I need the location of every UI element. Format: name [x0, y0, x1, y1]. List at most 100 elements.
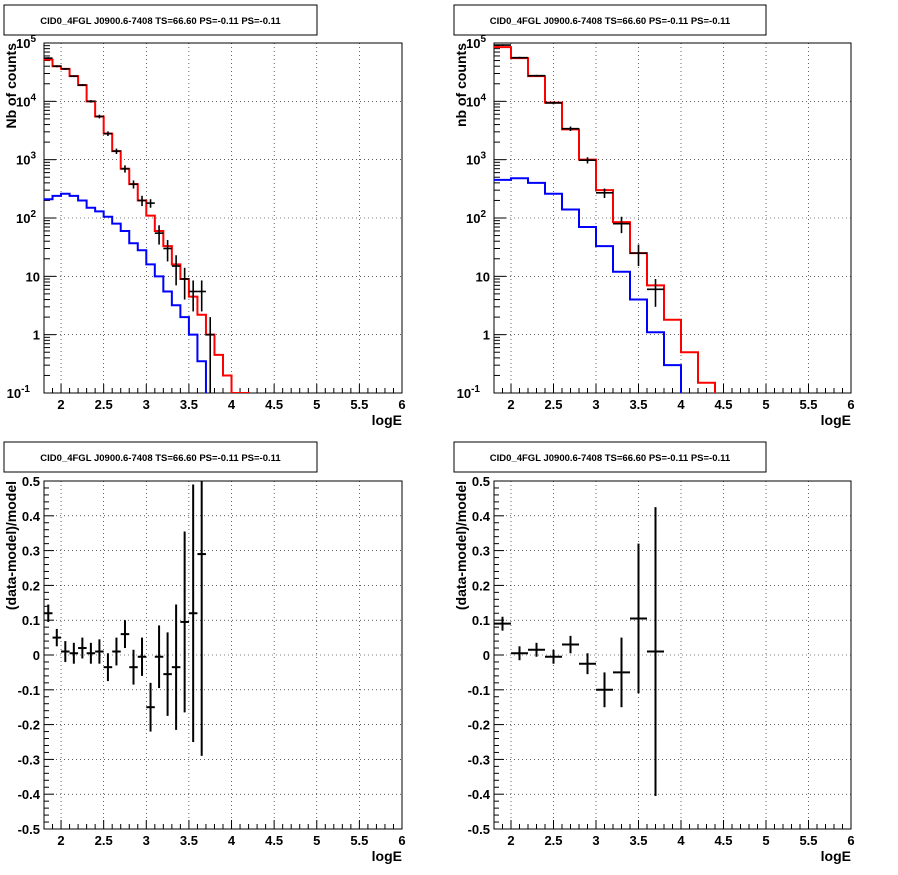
y-tick-label: 103	[16, 151, 36, 168]
y-tick-label: -0.4	[18, 787, 41, 802]
y-tick-label: -0.1	[18, 683, 40, 698]
plot-frame	[493, 480, 852, 830]
y-tick-label: 0.4	[22, 509, 41, 524]
x-tick-label: 4.5	[714, 833, 732, 848]
plot-data	[494, 507, 664, 796]
y-tick-label: 10	[476, 269, 490, 284]
x-tick-label: 4	[228, 397, 236, 412]
x-tick-label: 3.5	[629, 833, 647, 848]
y-tick-marks	[44, 42, 56, 394]
x-tick-label: 2	[57, 833, 64, 848]
y-tick-label: 0.5	[22, 474, 40, 489]
x-tick-label: 3.5	[180, 833, 198, 848]
y-tick-label: 0.1	[22, 613, 40, 628]
y-tick-label: 10-1	[7, 384, 31, 401]
x-tick-marks	[493, 384, 852, 393]
plot-data	[44, 481, 206, 756]
x-tick-label: 6	[398, 833, 405, 848]
y-tick-label: 0.3	[472, 544, 490, 559]
x-tick-label: 3	[143, 397, 150, 412]
y-tick-label: -0.5	[468, 822, 490, 837]
x-tick-marks	[493, 820, 852, 829]
y-tick-label: -0.2	[18, 718, 40, 733]
x-tick-label: 4	[677, 397, 685, 412]
plot-data	[494, 44, 716, 393]
y-tick-label: 103	[466, 151, 486, 168]
y-tick-label: 1	[33, 328, 40, 343]
x-tick-marks	[43, 820, 403, 829]
grid-lines	[44, 42, 403, 394]
y-tick-label: 102	[466, 209, 486, 226]
source-model-histogram	[494, 177, 682, 393]
y-tick-label: 102	[16, 209, 36, 226]
x-tick-label: 5.5	[350, 397, 368, 412]
y-tick-label: 0.2	[472, 578, 490, 593]
x-tick-label: 2.5	[95, 397, 113, 412]
x-tick-label: 2	[507, 833, 514, 848]
y-tick-label: 105	[466, 34, 486, 51]
y-tick-label: 1	[483, 328, 490, 343]
y-tick-label: 0.5	[472, 474, 490, 489]
x-tick-label: 3	[143, 833, 150, 848]
y-tick-label: 10	[26, 269, 40, 284]
y-tick-label: 10-1	[457, 384, 481, 401]
x-tick-label: 2.5	[544, 397, 562, 412]
y-tick-marks	[494, 42, 506, 394]
total-model-histogram	[494, 46, 716, 393]
title-box	[453, 4, 767, 36]
x-tick-label: 2.5	[95, 833, 113, 848]
title-box	[3, 441, 318, 473]
x-tick-label: 6	[398, 397, 405, 412]
x-axis-title: logE	[821, 848, 851, 864]
x-tick-marks	[43, 384, 403, 393]
x-tick-label: 4	[228, 833, 236, 848]
y-tick-label: 0.2	[22, 578, 40, 593]
y-tick-label: -0.4	[468, 787, 491, 802]
title-box	[453, 441, 767, 473]
y-tick-label: 104	[466, 92, 486, 109]
y-tick-label: 0	[483, 648, 490, 663]
panel-residual-left: CID0_4FGL J0900.6-7408 TS=66.60 PS=-0.11…	[3, 441, 406, 864]
y-axis-title: (data-model)/model	[3, 481, 19, 610]
x-tick-label: 5.5	[799, 833, 817, 848]
y-tick-label: -0.3	[18, 752, 40, 767]
y-tick-marks	[494, 480, 504, 830]
plot-frame	[493, 42, 852, 394]
plot-title: CID0_4FGL J0900.6-7408 TS=66.60 PS=-0.11…	[490, 453, 731, 464]
plot-title: CID0_4FGL J0900.6-7408 TS=66.60 PS=-0.11…	[40, 16, 281, 27]
y-tick-label: 0.3	[22, 544, 40, 559]
x-tick-label: 4	[677, 833, 685, 848]
x-tick-label: 4.5	[265, 397, 283, 412]
title-box	[3, 4, 318, 36]
panel-counts-left: CID0_4FGL J0900.6-7408 TS=66.60 PS=-0.11…	[3, 4, 406, 428]
x-tick-label: 3.5	[629, 397, 647, 412]
grid-lines	[494, 480, 852, 830]
x-tick-label: 4.5	[265, 833, 283, 848]
x-tick-label: 5	[762, 833, 769, 848]
y-tick-label: 0.1	[472, 613, 490, 628]
x-tick-label: 3	[592, 833, 599, 848]
grid-lines	[494, 42, 852, 394]
x-tick-label: 5.5	[350, 833, 368, 848]
x-tick-label: 2.5	[544, 833, 562, 848]
x-tick-label: 4.5	[714, 397, 732, 412]
x-tick-label: 3	[592, 397, 599, 412]
panel-counts-right: CID0_4FGL J0900.6-7408 TS=66.60 PS=-0.11…	[453, 4, 855, 428]
x-axis-title: logE	[821, 412, 851, 428]
plot-title: CID0_4FGL J0900.6-7408 TS=66.60 PS=-0.11…	[40, 453, 281, 464]
x-tick-label: 5	[313, 833, 320, 848]
source-model-histogram	[44, 192, 207, 393]
x-axis-title: logE	[372, 412, 402, 428]
y-axis-title: Nb of counts	[3, 43, 19, 129]
x-tick-label: 3.5	[180, 397, 198, 412]
x-tick-label: 2	[57, 397, 64, 412]
x-tick-label: 6	[847, 397, 854, 412]
plot-data	[44, 57, 250, 393]
x-axis-title: logE	[372, 848, 402, 864]
y-axis-title: nb of counts	[453, 43, 469, 127]
x-tick-label: 2	[507, 397, 514, 412]
y-tick-label: -0.5	[18, 822, 40, 837]
y-tick-label: 0.4	[472, 509, 491, 524]
x-tick-label: 5	[313, 397, 320, 412]
